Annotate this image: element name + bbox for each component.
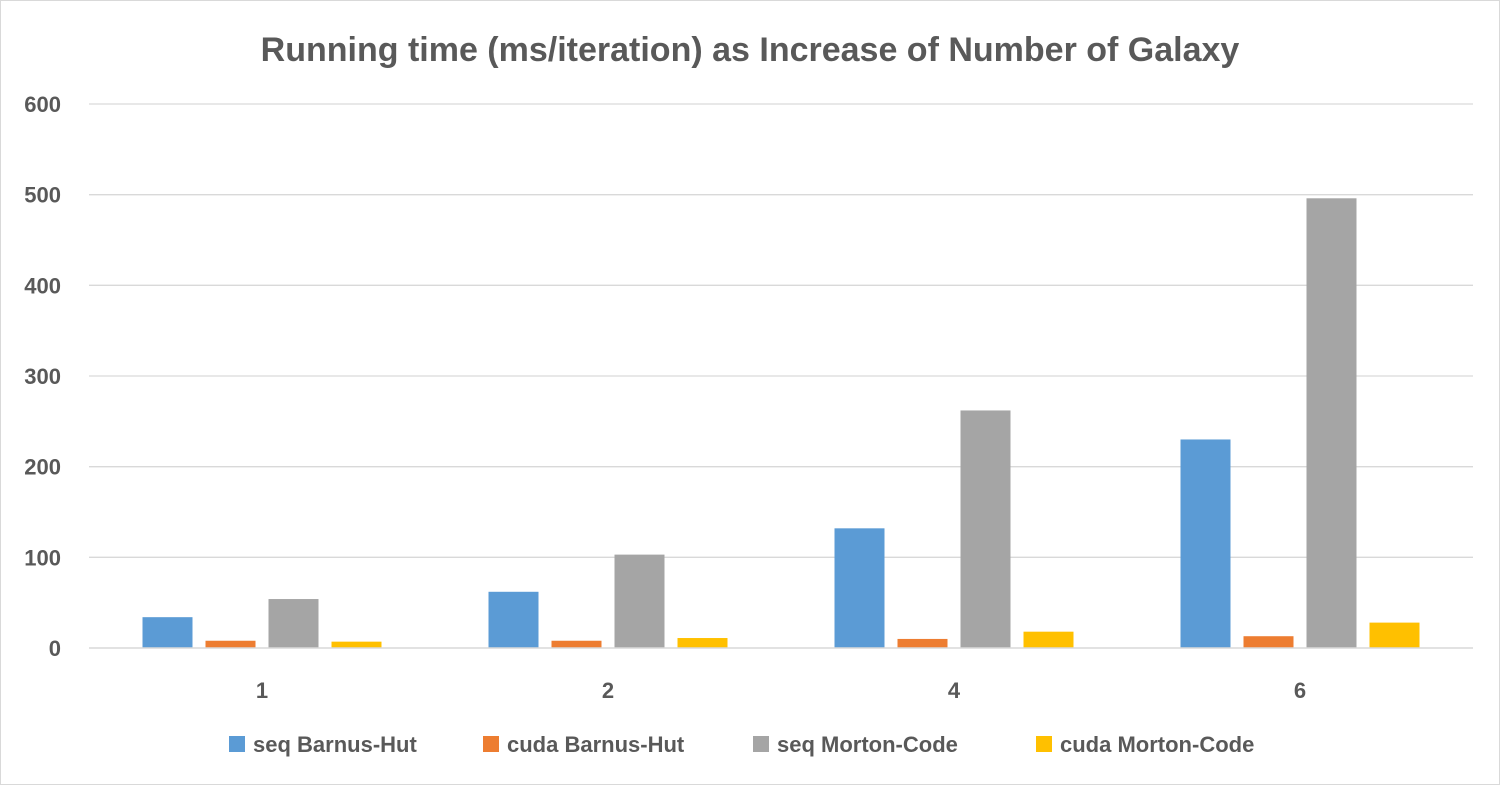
y-tick-label: 0 [49, 636, 61, 661]
bar [1243, 636, 1294, 648]
y-tick-label: 500 [24, 183, 61, 208]
bar [331, 641, 382, 648]
bar [614, 554, 665, 648]
y-tick-label: 200 [24, 455, 61, 480]
bar [677, 638, 728, 648]
bar [488, 591, 539, 648]
bars [142, 198, 1420, 648]
bar [205, 640, 256, 648]
y-axis-ticks: 0 100 200 300 400 500 600 [24, 92, 61, 661]
y-tick-label: 600 [24, 92, 61, 117]
bar [1180, 439, 1231, 648]
x-tick-label: 2 [602, 678, 614, 703]
y-tick-label: 300 [24, 364, 61, 389]
bar [142, 617, 193, 648]
bar [551, 640, 602, 648]
legend-swatch [1036, 736, 1052, 752]
legend-label: seq Barnus-Hut [253, 732, 417, 757]
legend: seq Barnus-Hut cuda Barnus-Hut seq Morton-… [229, 732, 1254, 757]
x-tick-label: 4 [948, 678, 961, 703]
bar [897, 638, 948, 648]
legend-swatch [753, 736, 769, 752]
legend-label: seq Morton-Code [777, 732, 958, 757]
bar [1306, 198, 1357, 648]
gridlines [89, 103, 1473, 558]
chart-title: Running time (ms/iteration) as Increase … [261, 31, 1240, 69]
y-tick-label: 400 [24, 273, 61, 298]
legend-swatch [229, 736, 245, 752]
bar [1023, 631, 1074, 648]
y-tick-label: 100 [24, 545, 61, 570]
bar [960, 410, 1011, 648]
legend-swatch [483, 736, 499, 752]
bar [1369, 622, 1420, 648]
x-tick-label: 1 [256, 678, 268, 703]
bar [268, 599, 319, 648]
legend-label: cuda Barnus-Hut [507, 732, 685, 757]
bar [834, 528, 885, 648]
x-axis-ticks: 1 2 4 6 [256, 678, 1306, 703]
x-tick-label: 6 [1294, 678, 1306, 703]
legend-label: cuda Morton-Code [1060, 732, 1254, 757]
